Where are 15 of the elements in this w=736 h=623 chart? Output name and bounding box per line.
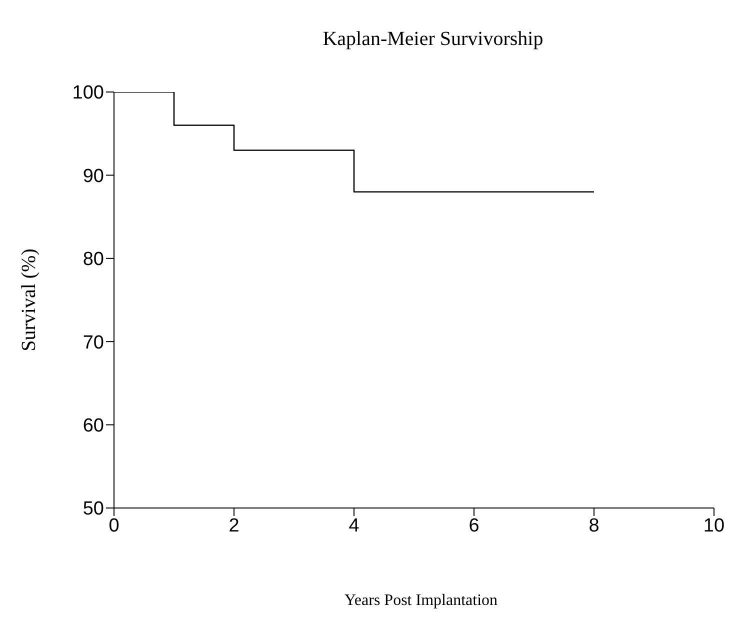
x-tick-label: 2	[228, 515, 240, 536]
x-tick-label: 0	[108, 515, 120, 536]
y-tick-label: 60	[82, 416, 104, 437]
x-tick-label: 6	[468, 515, 480, 536]
x-tick-label: 4	[348, 515, 360, 536]
x-axis-title: Years Post Implantation	[343, 591, 499, 610]
y-axis-title: Survival (%)	[18, 248, 40, 352]
y-tick-label: 80	[82, 249, 104, 270]
y-tick-label: 70	[82, 332, 104, 354]
y-tick-label: 90	[82, 166, 104, 187]
y-tick-label: 100	[72, 82, 104, 104]
y-tick-label: 50	[82, 498, 104, 520]
chart-title: Kaplan-Meier Survivorship	[322, 27, 544, 52]
x-tick-label: 8	[588, 515, 600, 536]
x-tick-label: 10	[703, 515, 725, 536]
